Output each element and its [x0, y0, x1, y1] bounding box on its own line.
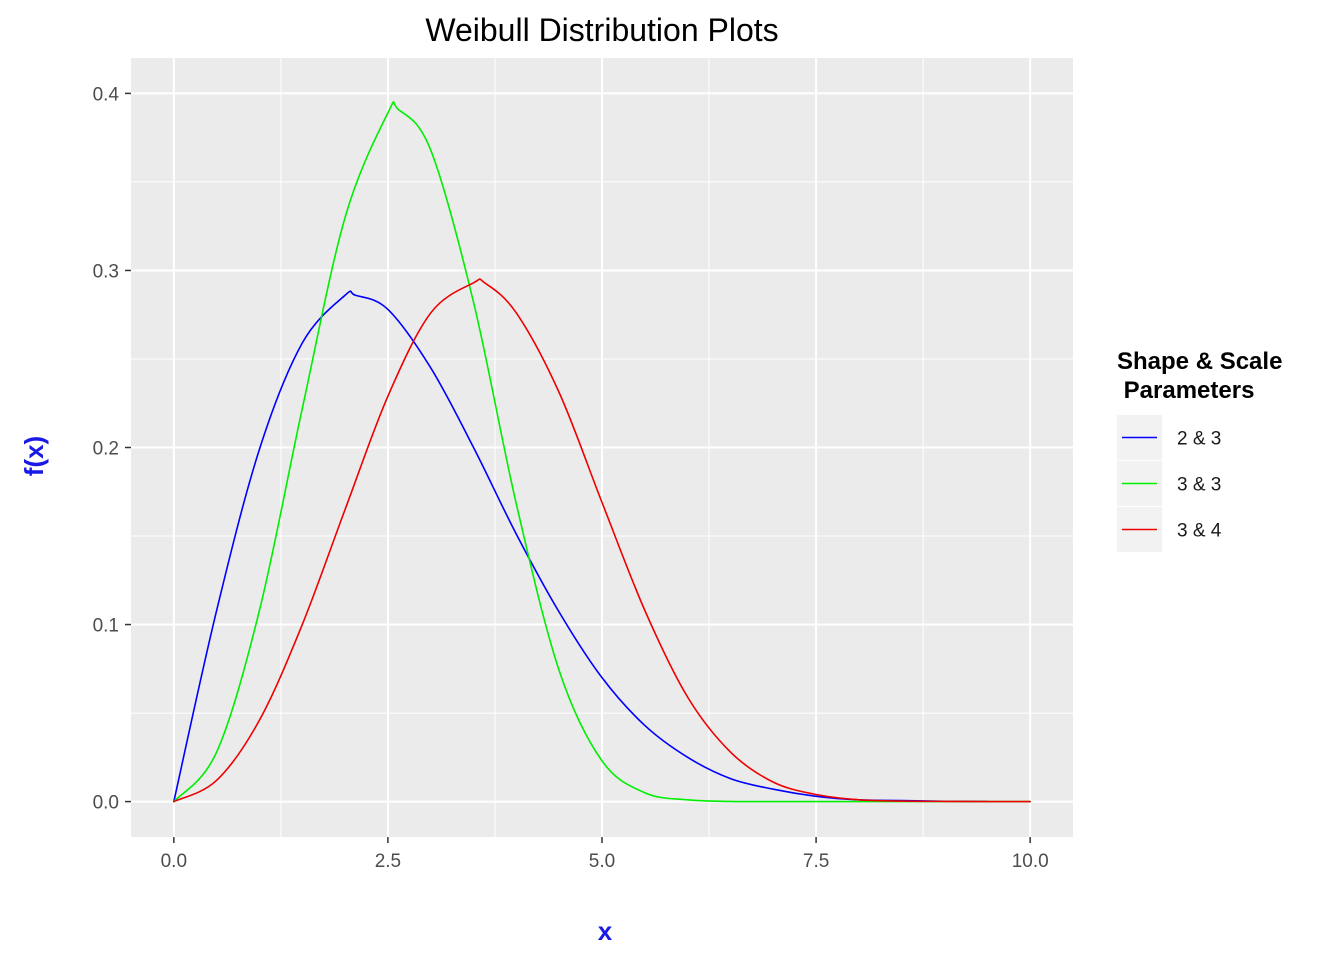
legend-label: 3 & 4: [1177, 521, 1222, 542]
x-tick-label: 7.5: [803, 851, 829, 872]
legend-item: 3 & 3: [1117, 461, 1221, 506]
x-tick-label: 5.0: [589, 851, 615, 872]
x-tick-label: 10.0: [1012, 851, 1049, 872]
chart-title: Weibull Distribution Plots: [425, 12, 778, 48]
legend-title-line-1: Shape & Scale: [1117, 348, 1282, 375]
y-tick-label: 0.4: [93, 84, 120, 105]
y-axis: 0.0 0.1 0.2 0.3 0.4: [93, 84, 131, 814]
x-tick-label: 0.0: [161, 851, 187, 872]
x-axis-title: x: [598, 916, 613, 946]
legend-label: 3 & 3: [1177, 475, 1221, 496]
legend-item: 3 & 4: [1117, 507, 1222, 552]
legend-item: 2 & 3: [1117, 415, 1221, 460]
y-tick-label: 0.1: [93, 616, 119, 637]
major-gridlines: [131, 58, 1073, 837]
y-axis-title: f(x): [19, 436, 49, 476]
y-tick-label: 0.0: [93, 793, 119, 814]
y-tick-label: 0.3: [93, 261, 119, 282]
series-line-3: [173, 278, 1031, 803]
x-axis: 0.0 2.5 5.0 7.5 10.0: [161, 837, 1049, 872]
legend-title-line-2: Parameters: [1117, 377, 1254, 404]
legend-label: 2 & 3: [1177, 429, 1221, 450]
legend: Shape & Scale Parameters 2 & 3 3 & 3 3 & 4: [1117, 348, 1282, 552]
series-layer: [173, 101, 1031, 803]
series-line-2: [173, 101, 1031, 803]
y-tick-label: 0.2: [93, 439, 119, 460]
x-tick-label: 2.5: [375, 851, 401, 872]
series-line-1: [173, 290, 989, 803]
